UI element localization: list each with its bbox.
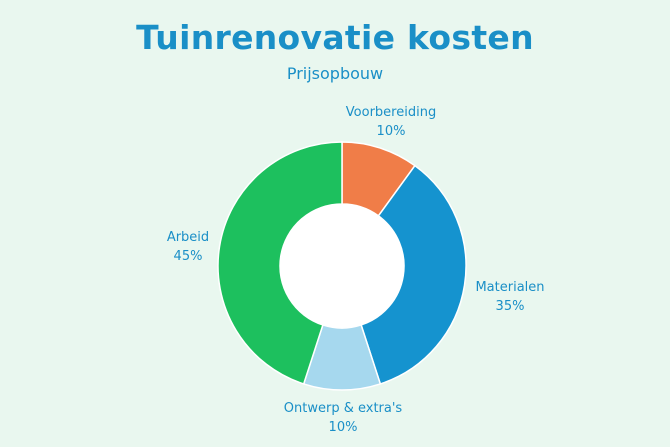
slice-label-voorbereiding: Voorbereiding [346,105,436,120]
slice-value-ontwerp-extra-s: 10% [329,420,358,435]
slice-label-ontwerp-extra-s: Ontwerp & extra's [284,401,403,416]
slice-value-voorbereiding: 10% [377,124,406,139]
slice-label-materialen: Materialen [475,280,544,295]
slice-label-arbeid: Arbeid [167,230,209,245]
donut-hole [280,204,404,328]
slice-materialen [360,164,467,385]
slice-labels: Voorbereiding 10% Materialen 35% Ontwerp & e… [167,105,545,435]
chart-subtitle: Prijsopbouw [286,64,384,83]
chart-title: Tuinrenovatie kosten [136,18,534,57]
slice-value-materialen: 35% [496,299,525,314]
slice-arbeid [217,141,343,385]
slice-value-arbeid: 45% [174,249,203,264]
donut-slices [217,141,467,391]
